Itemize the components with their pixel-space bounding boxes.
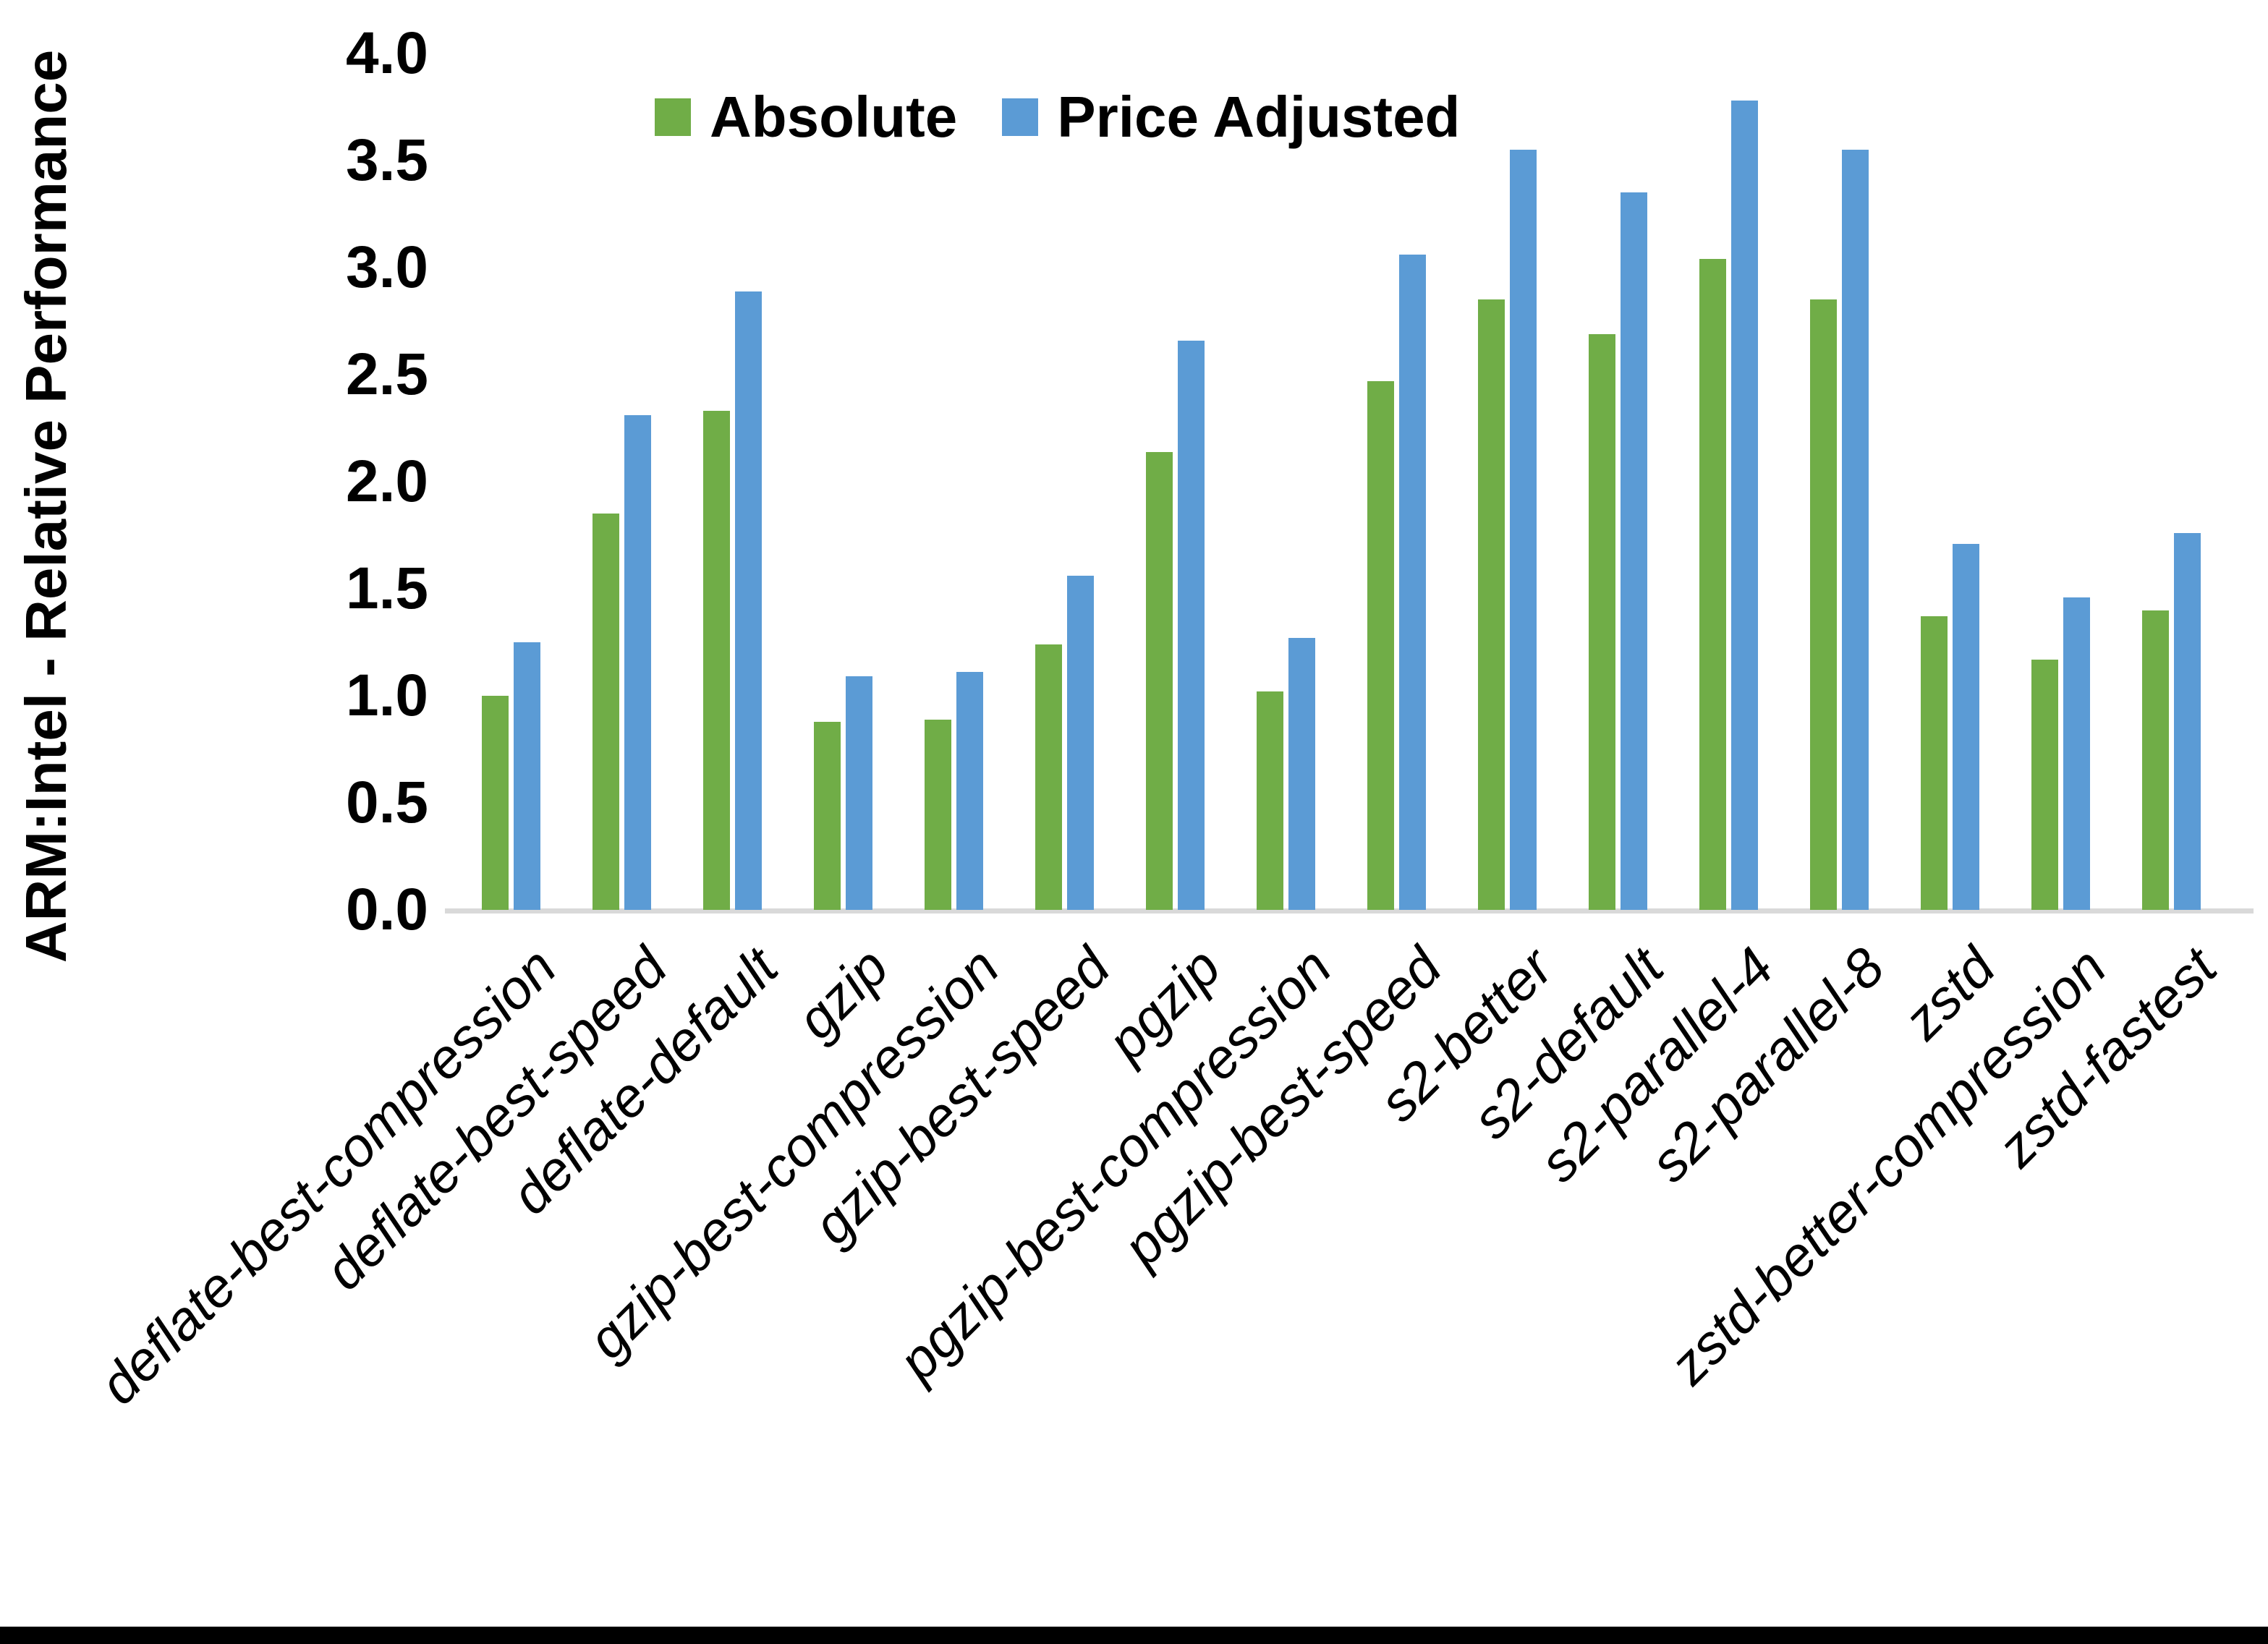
bar-price-adjusted-pgzip-best-speed [1399, 255, 1426, 910]
bar-absolute-gzip-best-speed [1035, 644, 1062, 910]
bar-price-adjusted-s2-parallel-4 [1731, 101, 1758, 910]
y-tick-label: 4.0 [346, 20, 428, 86]
y-tick-label: 0.5 [346, 770, 428, 835]
bar-price-adjusted-pgzip-best-compression [1288, 638, 1315, 910]
bar-price-adjusted-s2-parallel-8 [1842, 150, 1869, 910]
bar-absolute-pgzip-best-compression [1257, 691, 1283, 910]
y-tick-label: 0.0 [346, 877, 428, 942]
bar-absolute-gzip-best-compression [925, 720, 951, 910]
legend: Absolute Price Adjusted [655, 81, 1460, 153]
legend-label-absolute: Absolute [710, 85, 958, 149]
bar-price-adjusted-gzip [846, 676, 872, 910]
bar-price-adjusted-deflate-best-compression [514, 642, 540, 910]
y-tick-label: 1.0 [346, 663, 428, 728]
bar-price-adjusted-gzip-best-speed [1067, 576, 1094, 910]
bar-absolute-gzip [814, 722, 841, 910]
bar-absolute-deflate-best-speed [593, 514, 619, 910]
bar-price-adjusted-pgzip [1178, 341, 1205, 910]
figure-bottom-border [0, 1627, 2268, 1644]
bar-absolute-zstd [1921, 616, 1948, 910]
bar-price-adjusted-zstd-fastest [2174, 533, 2201, 910]
bar-price-adjusted-deflate-best-speed [624, 415, 651, 910]
bar-absolute-zstd-better-compression [2031, 660, 2058, 910]
bar-absolute-s2-default [1589, 334, 1615, 910]
bar-absolute-s2-parallel-8 [1810, 299, 1837, 910]
legend-swatch-price-adjusted [1002, 98, 1039, 136]
bar-absolute-pgzip [1146, 452, 1173, 910]
bar-price-adjusted-s2-better [1510, 150, 1537, 910]
bar-price-adjusted-deflate-default [735, 291, 762, 910]
y-tick-label: 2.0 [346, 448, 428, 514]
y-tick-label: 3.5 [346, 127, 428, 193]
x-axis-line [445, 908, 2254, 913]
bar-absolute-deflate-default [703, 411, 730, 910]
bar-absolute-s2-parallel-4 [1699, 259, 1726, 910]
bar-price-adjusted-s2-default [1621, 192, 1647, 910]
bar-absolute-zstd-fastest [2142, 610, 2169, 910]
y-tick-label: 3.0 [346, 234, 428, 300]
y-tick-label: 2.5 [346, 341, 428, 407]
bar-price-adjusted-zstd [1953, 544, 1979, 910]
x-category-label: deflate-best-compression [88, 936, 569, 1417]
bar-absolute-deflate-best-compression [482, 696, 509, 910]
bar-absolute-s2-better [1478, 299, 1505, 910]
bar-price-adjusted-zstd-better-compression [2063, 597, 2090, 910]
y-axis-title: ARM:Intel - Relative Performance [14, 49, 78, 963]
legend-label-price-adjusted: Price Adjusted [1057, 85, 1461, 149]
bar-absolute-pgzip-best-speed [1367, 381, 1394, 910]
bar-price-adjusted-gzip-best-compression [956, 672, 983, 910]
legend-swatch-absolute [655, 98, 691, 136]
y-tick-label: 1.5 [346, 555, 428, 621]
